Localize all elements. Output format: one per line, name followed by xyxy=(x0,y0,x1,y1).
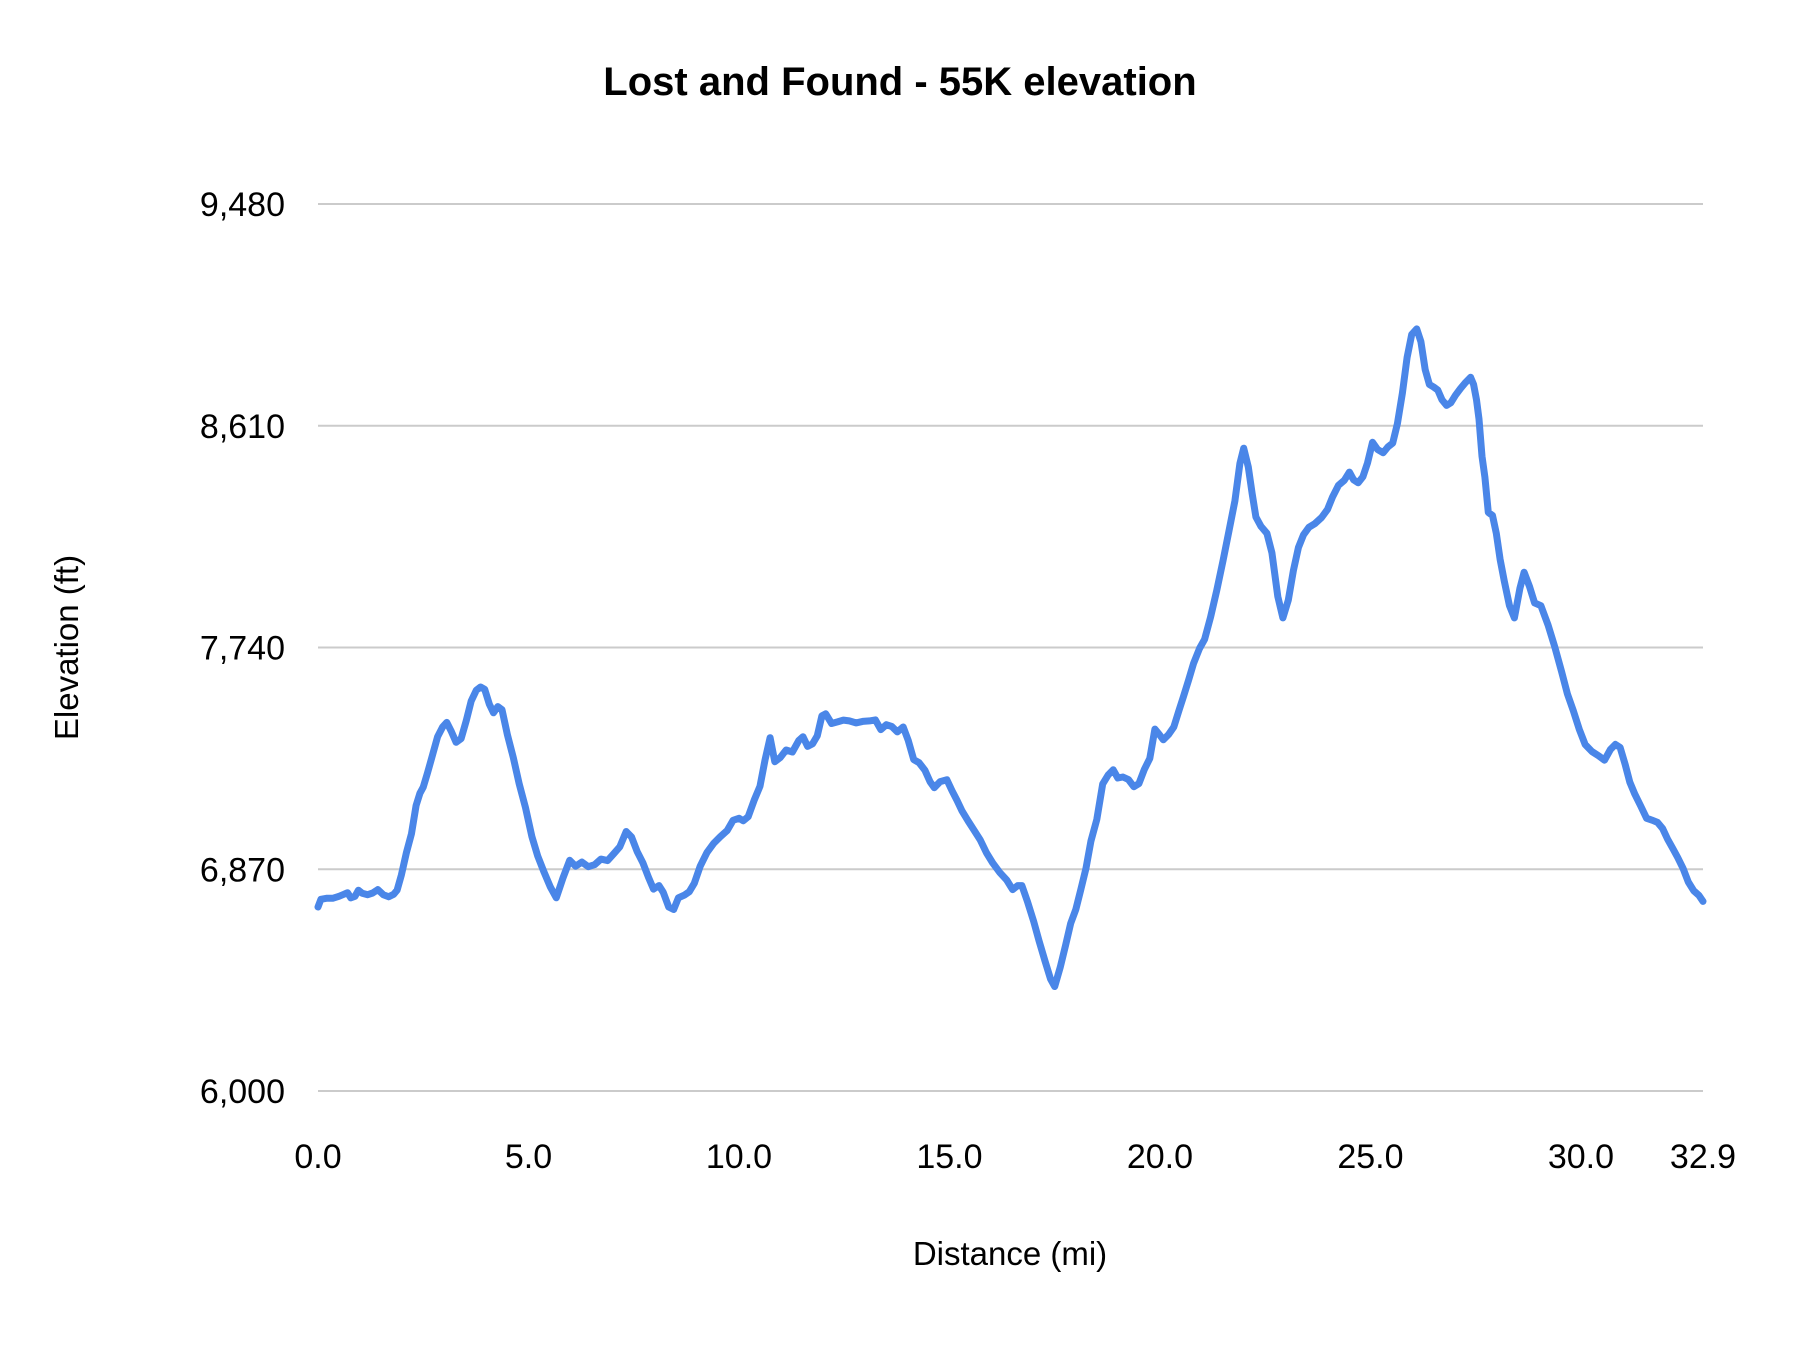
x-tick-label: 32.9 xyxy=(1670,1138,1736,1176)
elevation-line-series xyxy=(314,325,1707,990)
y-tick-label: 9,480 xyxy=(200,186,285,224)
y-axis-tick-labels: 6,000 6,870 7,740 8,610 9,480 xyxy=(200,186,285,1111)
x-tick-label: 10.0 xyxy=(706,1138,772,1176)
x-tick-label: 0.0 xyxy=(294,1138,341,1176)
x-tick-label: 20.0 xyxy=(1127,1138,1193,1176)
x-axis-title: Distance (mi) xyxy=(913,1235,1107,1272)
y-tick-label: 6,870 xyxy=(200,851,285,889)
x-tick-label: 30.0 xyxy=(1548,1138,1614,1176)
chart-title: Lost and Found - 55K elevation xyxy=(603,60,1196,104)
y-tick-label: 7,740 xyxy=(200,630,285,668)
gridlines xyxy=(318,203,1703,1092)
y-tick-label: 6,000 xyxy=(200,1073,285,1111)
x-axis-tick-labels: 0.0 5.0 10.0 15.0 20.0 25.0 30.0 32.9 xyxy=(294,1138,1736,1176)
y-axis-title: Elevation (ft) xyxy=(48,555,85,740)
y-tick-label: 8,610 xyxy=(200,408,285,446)
x-tick-label: 15.0 xyxy=(916,1138,982,1176)
x-tick-label: 25.0 xyxy=(1337,1138,1403,1176)
x-tick-label: 5.0 xyxy=(505,1138,552,1176)
